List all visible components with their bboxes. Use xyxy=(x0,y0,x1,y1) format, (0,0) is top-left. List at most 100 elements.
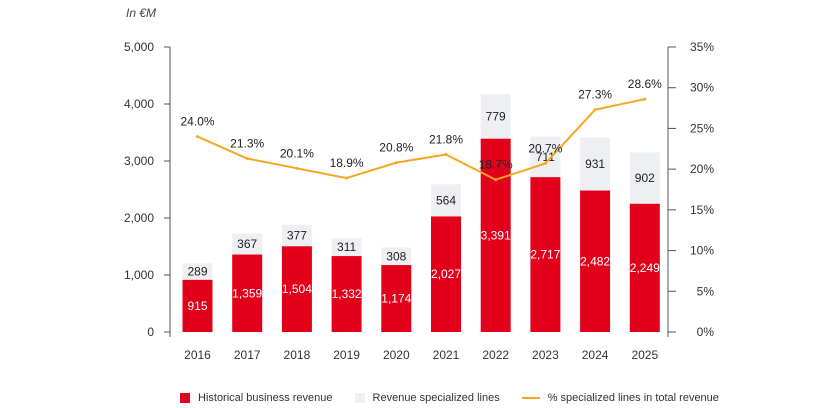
historical-bar-label: 2,027 xyxy=(431,267,461,281)
left-axis-ticks: 0 1,000 2,000 3,000 4,000 5,000 xyxy=(124,40,170,339)
percentage-point xyxy=(643,97,647,101)
specialized-bar-label: 377 xyxy=(287,229,307,243)
specialized-bar-label: 367 xyxy=(237,237,257,251)
specialized-bar xyxy=(580,137,611,191)
percentage-line: 24.0% 21.3% 20.1% 18.9% 20.8% 21.8% 18.7% 20.7%… xyxy=(180,77,662,182)
percentage-point xyxy=(593,108,597,112)
right-tick-label: 30% xyxy=(690,81,714,95)
specialized-bar-label: 289 xyxy=(187,265,207,279)
specialized-bar xyxy=(232,233,263,255)
percentage-point xyxy=(345,176,349,180)
legend-specialized: Revenue specialized lines xyxy=(354,392,500,404)
historical-bar-label: 2,482 xyxy=(580,254,610,268)
specialized-bar-label: 779 xyxy=(486,110,506,124)
x-tick-label: 2024 xyxy=(582,348,609,362)
x-tick-label: 2023 xyxy=(532,348,559,362)
specialized-bar xyxy=(182,263,213,280)
historical-bar-label: 1,174 xyxy=(381,292,411,306)
specialized-bar xyxy=(331,238,362,257)
legend-historical-label: Historical business revenue xyxy=(198,392,333,404)
historical-bar xyxy=(530,177,561,332)
historical-bar-label: 1,504 xyxy=(282,282,312,296)
historical-bar xyxy=(182,279,213,332)
historical-bar xyxy=(281,246,312,332)
right-tick-label: 25% xyxy=(690,121,714,135)
historical-bar xyxy=(232,254,263,332)
historical-bar-label: 1,332 xyxy=(332,287,362,301)
x-tick-label: 2016 xyxy=(184,348,211,362)
percentage-line-path xyxy=(197,98,646,181)
percentage-label: 20.7% xyxy=(528,141,562,155)
specialized-bar-label: 931 xyxy=(585,157,605,171)
historical-bar xyxy=(431,216,461,332)
x-tick-label: 2018 xyxy=(284,348,311,362)
legend-percentage-label: % specialized lines in total revenue xyxy=(547,392,719,404)
historical-bar-label: 915 xyxy=(187,299,207,313)
historical-bar xyxy=(580,190,611,332)
percentage-point xyxy=(245,157,249,161)
percentage-label: 18.9% xyxy=(330,156,364,170)
left-tick-label: 5,000 xyxy=(124,40,154,54)
x-tick-label: 2022 xyxy=(482,348,509,362)
specialized-bar xyxy=(629,152,660,204)
legend-percentage-swatch xyxy=(521,397,540,399)
x-tick-label: 2021 xyxy=(433,348,460,362)
percentage-point xyxy=(196,135,199,139)
historical-bar-label: 2,249 xyxy=(630,261,660,275)
legend-specialized-label: Revenue specialized lines xyxy=(372,392,500,404)
unit-label: In €M xyxy=(126,6,156,20)
specialized-bar xyxy=(431,184,461,217)
percentage-label: 20.1% xyxy=(280,146,314,160)
legend-historical-swatch xyxy=(180,393,190,403)
right-tick-label: 35% xyxy=(690,40,714,54)
legend-percentage: % specialized lines in total revenue xyxy=(521,392,719,404)
specialized-bar xyxy=(381,247,412,266)
historical-bar xyxy=(381,265,412,332)
percentage-label: 20.8% xyxy=(379,141,413,155)
historical-bar-label: 2,717 xyxy=(530,248,560,262)
specialized-bar xyxy=(281,224,312,247)
x-tick-label: 2025 xyxy=(631,348,658,362)
percentage-point xyxy=(543,161,547,165)
specialized-bar xyxy=(530,136,561,178)
right-tick-label: 0% xyxy=(697,325,715,339)
x-tick-label: 2017 xyxy=(234,348,261,362)
left-tick-label: 4,000 xyxy=(124,97,154,111)
percentage-label: 27.3% xyxy=(578,88,612,102)
percentage-point xyxy=(444,152,448,156)
percentage-label: 18.7% xyxy=(479,158,513,172)
revenue-chart: In €M 0 1,000 2,000 3,000 4,000 5,000 0% 5% 10%… xyxy=(124,6,714,362)
legend: Historical business revenue Revenue spec… xyxy=(180,390,741,406)
percentage-point xyxy=(394,161,398,165)
percentage-point xyxy=(494,178,498,182)
right-tick-label: 15% xyxy=(690,203,714,217)
percentage-point xyxy=(295,166,299,170)
historical-bar-label: 1,359 xyxy=(232,286,262,300)
percentage-label: 24.0% xyxy=(180,115,214,129)
right-axis-ticks: 0% 5% 10% 15% 20% 25% 30% 35% xyxy=(668,40,714,339)
x-tick-label: 2020 xyxy=(383,348,410,362)
percentage-label: 21.3% xyxy=(230,137,264,151)
historical-bar-label: 3,391 xyxy=(481,228,511,242)
percentage-label: 28.6% xyxy=(628,77,662,91)
specialized-bar-label: 311 xyxy=(337,240,356,254)
specialized-bar xyxy=(480,94,511,139)
specialized-bar-label: 564 xyxy=(436,193,456,207)
legend-specialized-swatch xyxy=(354,393,365,403)
left-tick-label: 3,000 xyxy=(124,154,154,168)
x-tick-label: 2019 xyxy=(333,348,360,362)
right-tick-label: 20% xyxy=(690,162,714,176)
right-tick-label: 10% xyxy=(690,244,714,258)
left-tick-label: 0 xyxy=(147,325,154,339)
right-tick-label: 5% xyxy=(697,284,715,298)
specialized-bar-label: 308 xyxy=(386,249,406,263)
bars: 915 289 1,359 367 1,504 377 1,332 311 1,174 308 2,… xyxy=(182,94,660,332)
percentage-label: 21.8% xyxy=(429,132,463,146)
specialized-bar-label: 902 xyxy=(635,171,655,185)
historical-bar xyxy=(331,256,362,332)
historical-bar xyxy=(629,203,660,332)
left-tick-label: 1,000 xyxy=(124,268,154,282)
historical-bar xyxy=(480,138,511,332)
legend-historical: Historical business revenue xyxy=(180,392,333,404)
x-axis-labels: 2016 2017 2018 2019 2020 2021 2022 2023 2024 2025 xyxy=(184,348,658,362)
